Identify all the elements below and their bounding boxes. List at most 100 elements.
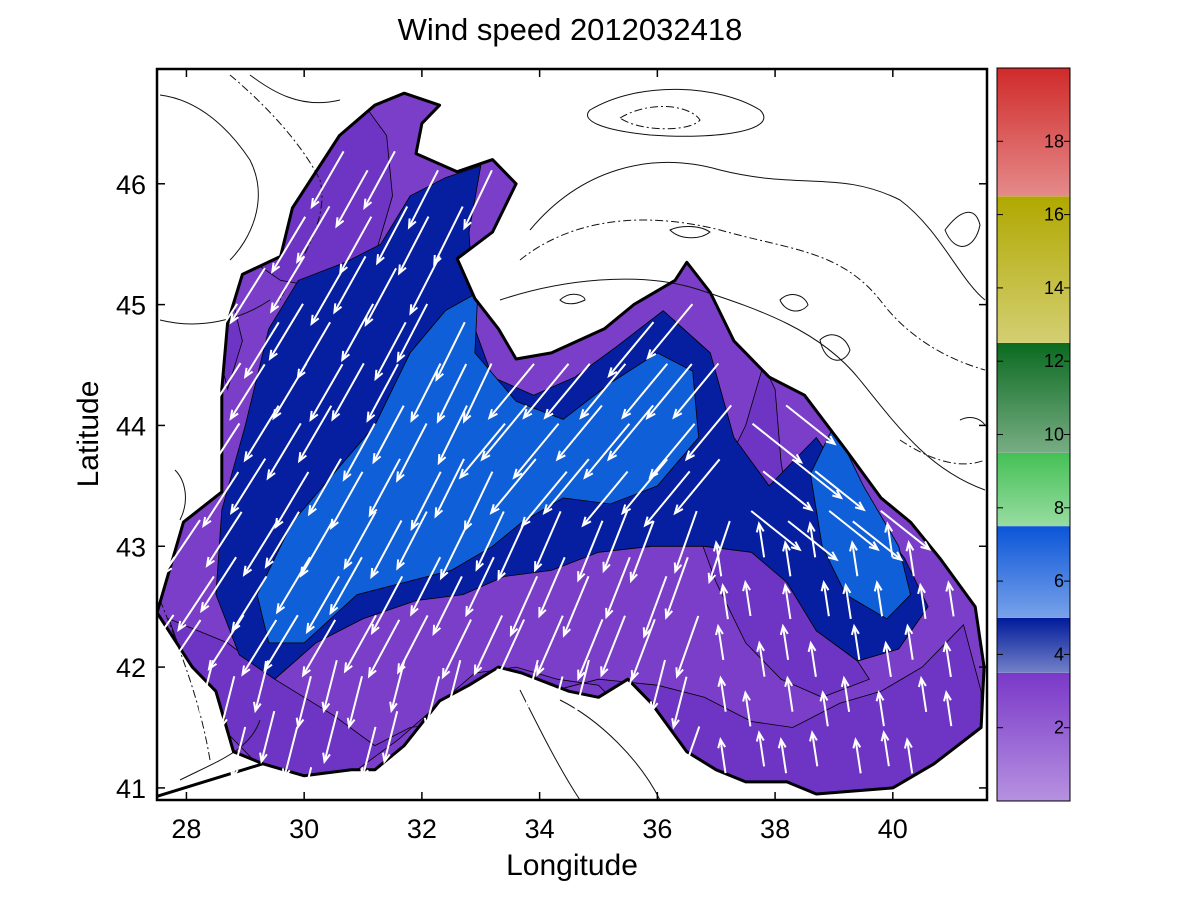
wind-arrow xyxy=(423,676,441,730)
pressure-contour-lines xyxy=(159,74,986,800)
wind-arrow xyxy=(536,615,564,677)
contour-line xyxy=(159,599,211,761)
contour-line xyxy=(819,334,851,361)
wind-arrow xyxy=(343,614,377,674)
colorbar: 2 4 6 8 10 12 14 16 18 xyxy=(996,67,1071,802)
wind-arrow xyxy=(884,521,894,558)
colorbar-band xyxy=(997,342,1070,453)
wind-arrow xyxy=(297,405,333,464)
wind-arrow xyxy=(370,520,403,580)
coastline-path xyxy=(157,762,264,798)
wind-arrow xyxy=(241,619,278,677)
contour-line xyxy=(499,278,986,491)
wind-arrow xyxy=(489,458,537,515)
wind-arrow xyxy=(263,614,299,673)
wind-arrow xyxy=(717,675,727,712)
wind-arrow xyxy=(458,422,506,480)
wind-arrow xyxy=(231,575,268,633)
wind-arrow xyxy=(219,675,236,730)
wind-arrow xyxy=(397,614,429,675)
wind-arrow xyxy=(382,711,399,765)
wind-arrow xyxy=(305,575,340,635)
contour-line xyxy=(559,293,586,305)
wind-arrow xyxy=(819,690,829,727)
contour-line xyxy=(959,417,986,426)
wind-arrow xyxy=(396,511,428,571)
wind-arrow xyxy=(579,363,627,420)
wind-arrow xyxy=(509,575,539,638)
y-tick-label: 43 xyxy=(116,532,146,562)
wind-arrow xyxy=(409,255,441,316)
wind-arrow xyxy=(497,520,527,582)
wind-arrow xyxy=(606,404,654,462)
colorbar-ticks: 2 4 6 8 10 12 14 16 18 xyxy=(997,131,1070,738)
contour-line xyxy=(179,719,261,781)
wind-arrow xyxy=(577,619,604,681)
wind-arrow xyxy=(782,582,792,620)
y-tick-label: 45 xyxy=(116,291,146,321)
contour-line xyxy=(619,106,701,130)
wind-arrow xyxy=(642,575,668,639)
wind-arrow xyxy=(917,675,928,713)
wind-arrow xyxy=(204,362,242,420)
wind-arrow xyxy=(616,676,633,730)
wind-arrow xyxy=(343,511,377,570)
wind-arrow xyxy=(163,619,202,676)
wind-arrow xyxy=(581,470,629,528)
wind-arrow xyxy=(203,422,241,480)
wind-arrow xyxy=(809,730,819,767)
contour-line xyxy=(174,469,186,521)
wind-arrow xyxy=(268,303,304,361)
wind-arrow xyxy=(522,659,539,713)
x-tick-label: 30 xyxy=(289,814,319,844)
wind-arrow xyxy=(742,579,752,617)
wind-vectors xyxy=(157,150,955,800)
wind-arrow xyxy=(850,623,861,660)
wind-arrow xyxy=(370,575,404,636)
plot-area xyxy=(155,67,989,802)
x-axis-label: Longitude xyxy=(506,849,638,882)
wind-arrow xyxy=(573,659,590,713)
coastline-path xyxy=(157,91,986,796)
wind-arrow xyxy=(542,458,590,515)
colorbar-tick-label: 10 xyxy=(1044,425,1064,445)
contour-line xyxy=(779,294,809,312)
wind-arrow xyxy=(712,540,723,577)
wind-arrow xyxy=(621,363,669,420)
colorbar-bands xyxy=(997,68,1070,801)
wind-arrow xyxy=(230,726,247,780)
wind-arrow xyxy=(543,363,591,420)
wind-arrow xyxy=(487,363,535,420)
wind-arrow xyxy=(410,556,442,617)
wind-arrow xyxy=(717,736,727,774)
wind-arrow xyxy=(432,575,463,636)
wind-arrow xyxy=(200,556,237,614)
colorbar-tick-label: 12 xyxy=(1044,351,1064,371)
wind-arrow xyxy=(779,623,790,660)
contour-line xyxy=(529,162,986,301)
wind-arrow xyxy=(785,404,837,446)
wind-arrow xyxy=(322,710,339,765)
plot-frame xyxy=(155,67,989,802)
wind-arrow xyxy=(496,619,526,681)
colorbar-band xyxy=(997,617,1070,673)
wind-arrow xyxy=(562,575,590,638)
wind-arrow xyxy=(534,511,562,573)
wind-arrow xyxy=(520,470,568,528)
wind-arrow xyxy=(480,404,528,462)
wind-arrow xyxy=(630,618,656,682)
wind-arrow xyxy=(820,579,830,617)
wind-arrow xyxy=(538,556,566,619)
wind-arrow xyxy=(645,363,693,420)
wind-arrow xyxy=(243,321,280,379)
colorbar-tick-label: 14 xyxy=(1044,278,1064,298)
x-tick-label: 40 xyxy=(878,814,908,844)
wind-arrow xyxy=(269,255,306,314)
wind-arrow xyxy=(762,470,814,512)
wind-arrow xyxy=(353,766,364,800)
wind-arrow xyxy=(435,321,466,382)
wind-arrow xyxy=(364,267,397,327)
wind-arrow xyxy=(473,615,504,676)
wind-arrow xyxy=(281,726,299,780)
colorbar-tick-label: 4 xyxy=(1054,644,1064,664)
